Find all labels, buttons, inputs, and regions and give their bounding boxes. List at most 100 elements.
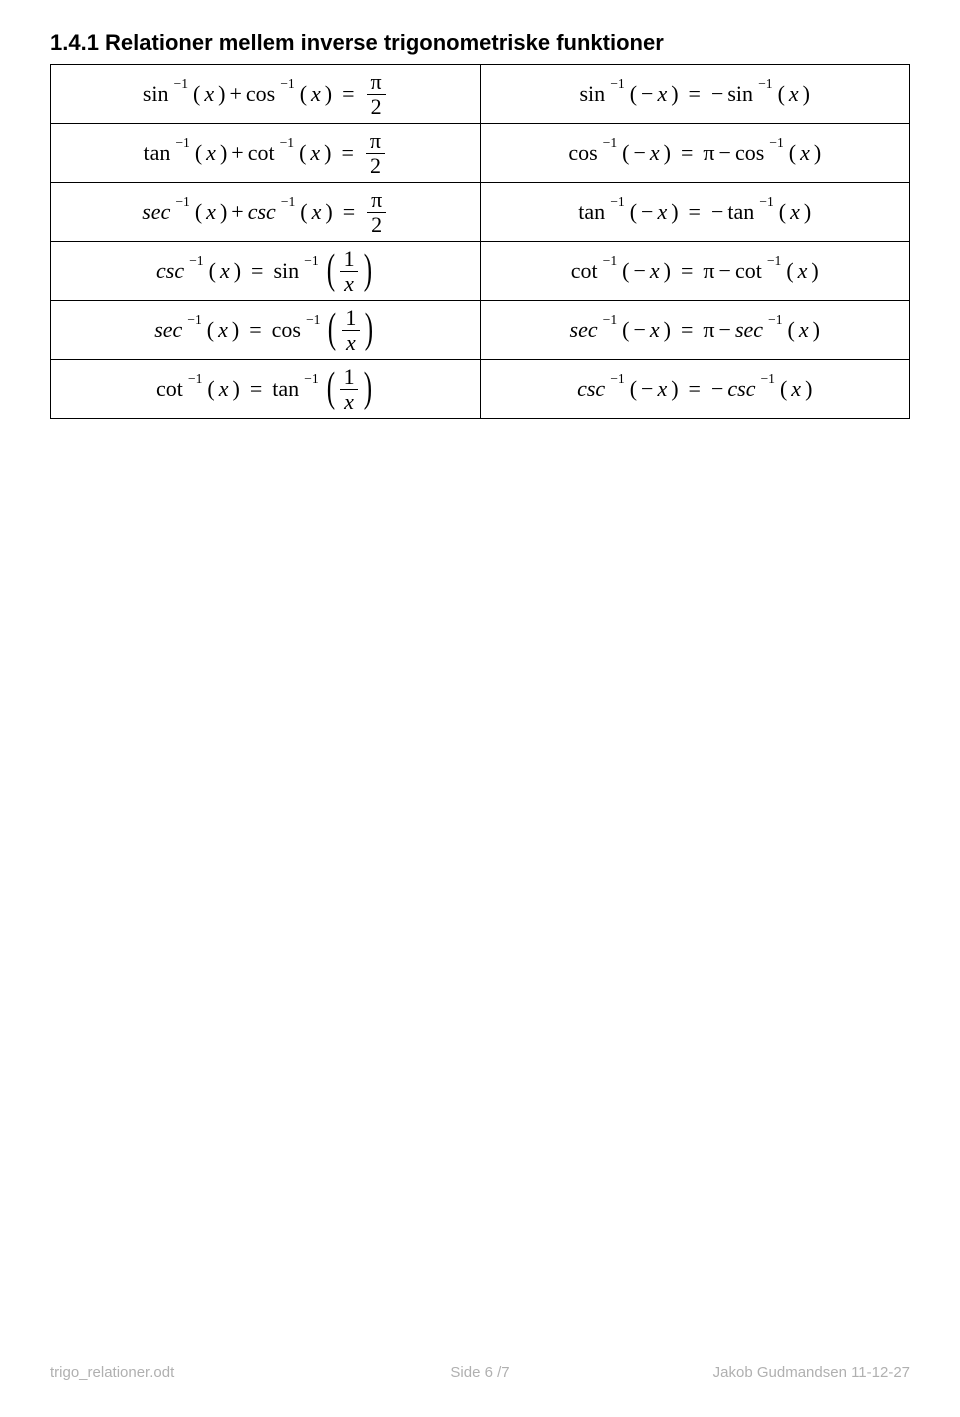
cell-right: sin−1(−x) = −sin−1(x): [480, 65, 910, 124]
var-x: x: [650, 258, 660, 284]
sup-inv: −1: [769, 135, 784, 151]
op-eq: =: [681, 258, 693, 284]
table-row: sec−1(x) = cos−1 (1x) sec−1(−x) = π−sec−…: [51, 301, 910, 360]
op-minus: −: [719, 140, 731, 166]
op-eq: =: [681, 140, 693, 166]
cell-right: tan−1(−x) = −tan−1(x): [480, 183, 910, 242]
op-minus: −: [633, 317, 645, 343]
fn-tan: tan: [272, 376, 299, 402]
sup-inv: −1: [187, 312, 202, 328]
op-minus: −: [641, 199, 653, 225]
sup-inv: −1: [610, 76, 625, 92]
sup-inv: −1: [174, 76, 189, 92]
op-minus: −: [719, 258, 731, 284]
var-x: x: [220, 258, 230, 284]
footer-filename: trigo_relationer.odt: [50, 1364, 337, 1381]
den-x: x: [342, 330, 360, 354]
op-eq: =: [681, 317, 693, 343]
sym-pi: π: [703, 317, 714, 343]
op-minus: −: [641, 81, 653, 107]
op-plus: +: [231, 199, 243, 225]
sup-inv: −1: [760, 371, 775, 387]
sup-inv: −1: [603, 135, 618, 151]
num-1: 1: [341, 307, 360, 330]
var-x: x: [310, 140, 320, 166]
fn-csc: csc: [727, 376, 755, 402]
op-minus: −: [641, 376, 653, 402]
op-minus: −: [719, 317, 731, 343]
fn-sin: sin: [580, 81, 606, 107]
op-eq: =: [251, 258, 263, 284]
num-pi: π: [367, 71, 386, 94]
var-x: x: [204, 81, 214, 107]
fn-sin: sin: [143, 81, 169, 107]
sup-inv: −1: [767, 253, 782, 269]
sup-inv: −1: [280, 135, 295, 151]
table-row: csc−1(x) = sin−1 (1x) cot−1(−x) = π−cot−…: [51, 242, 910, 301]
sup-inv: −1: [188, 371, 203, 387]
den-x: x: [340, 271, 358, 295]
table-row: sec−1(x)+csc−1(x) = π2 tan−1(−x) = −tan−…: [51, 183, 910, 242]
cell-left: sec−1(x) = cos−1 (1x): [51, 301, 481, 360]
op-eq: =: [689, 199, 701, 225]
op-eq: =: [689, 81, 701, 107]
var-x: x: [650, 317, 660, 343]
var-x: x: [311, 81, 321, 107]
formula: cot−1(x) = tan−1 (1x): [156, 366, 374, 413]
sup-inv: −1: [175, 194, 190, 210]
num-1: 1: [340, 248, 359, 271]
var-x: x: [312, 199, 322, 225]
big-paren: (1x): [324, 366, 375, 413]
formula: sec−1(x)+csc−1(x) = π2: [142, 189, 388, 236]
fn-sec: sec: [735, 317, 763, 343]
formula: tan−1(x)+cot−1(x) = π2: [143, 130, 387, 177]
fn-cos: cos: [568, 140, 597, 166]
fn-cos: cos: [735, 140, 764, 166]
fn-sec: sec: [142, 199, 170, 225]
op-minus: −: [633, 258, 645, 284]
page: 1.4.1 Relationer mellem inverse trigonom…: [0, 0, 960, 1417]
fn-sec: sec: [570, 317, 598, 343]
table-row: sin−1(x)+cos−1(x) = π2 sin−1(−x) = −sin−…: [51, 65, 910, 124]
formula: cos−1(−x) = π−cos−1(x): [568, 140, 821, 166]
den-2: 2: [366, 153, 385, 177]
op-eq: =: [343, 199, 355, 225]
cell-left: tan−1(x)+cot−1(x) = π2: [51, 124, 481, 183]
sup-inv: −1: [603, 312, 618, 328]
fraction: π2: [367, 71, 386, 118]
op-minus: −: [711, 376, 723, 402]
op-minus: −: [711, 81, 723, 107]
sup-inv: −1: [175, 135, 190, 151]
var-x: x: [798, 258, 808, 284]
big-paren: (1x): [325, 307, 376, 354]
fn-cot: cot: [571, 258, 598, 284]
formula: cot−1(−x) = π−cot−1(x): [571, 258, 819, 284]
formula: sin−1(x)+cos−1(x) = π2: [143, 71, 388, 118]
fn-tan: tan: [143, 140, 170, 166]
var-x: x: [218, 317, 228, 343]
fn-csc: csc: [577, 376, 605, 402]
formula: tan−1(−x) = −tan−1(x): [578, 199, 811, 225]
fn-cos: cos: [246, 81, 275, 107]
sup-inv: −1: [758, 76, 773, 92]
formula: sec−1(x) = cos−1 (1x): [154, 307, 376, 354]
var-x: x: [650, 140, 660, 166]
fraction: 1x: [340, 248, 359, 295]
den-2: 2: [367, 94, 386, 118]
fn-sec: sec: [154, 317, 182, 343]
cell-left: csc−1(x) = sin−1 (1x): [51, 242, 481, 301]
var-x: x: [657, 376, 667, 402]
table-row: tan−1(x)+cot−1(x) = π2 cos−1(−x) = π−cos…: [51, 124, 910, 183]
sup-inv: −1: [610, 194, 625, 210]
fn-csc: csc: [248, 199, 276, 225]
formula: sec−1(−x) = π−sec−1(x): [570, 317, 820, 343]
num-pi: π: [367, 189, 386, 212]
var-x: x: [791, 376, 801, 402]
sym-pi: π: [703, 140, 714, 166]
sup-inv: −1: [610, 371, 625, 387]
cell-right: cot−1(−x) = π−cot−1(x): [480, 242, 910, 301]
den-2: 2: [367, 212, 386, 236]
cell-right: sec−1(−x) = π−sec−1(x): [480, 301, 910, 360]
fn-cos: cos: [272, 317, 301, 343]
var-x: x: [790, 199, 800, 225]
